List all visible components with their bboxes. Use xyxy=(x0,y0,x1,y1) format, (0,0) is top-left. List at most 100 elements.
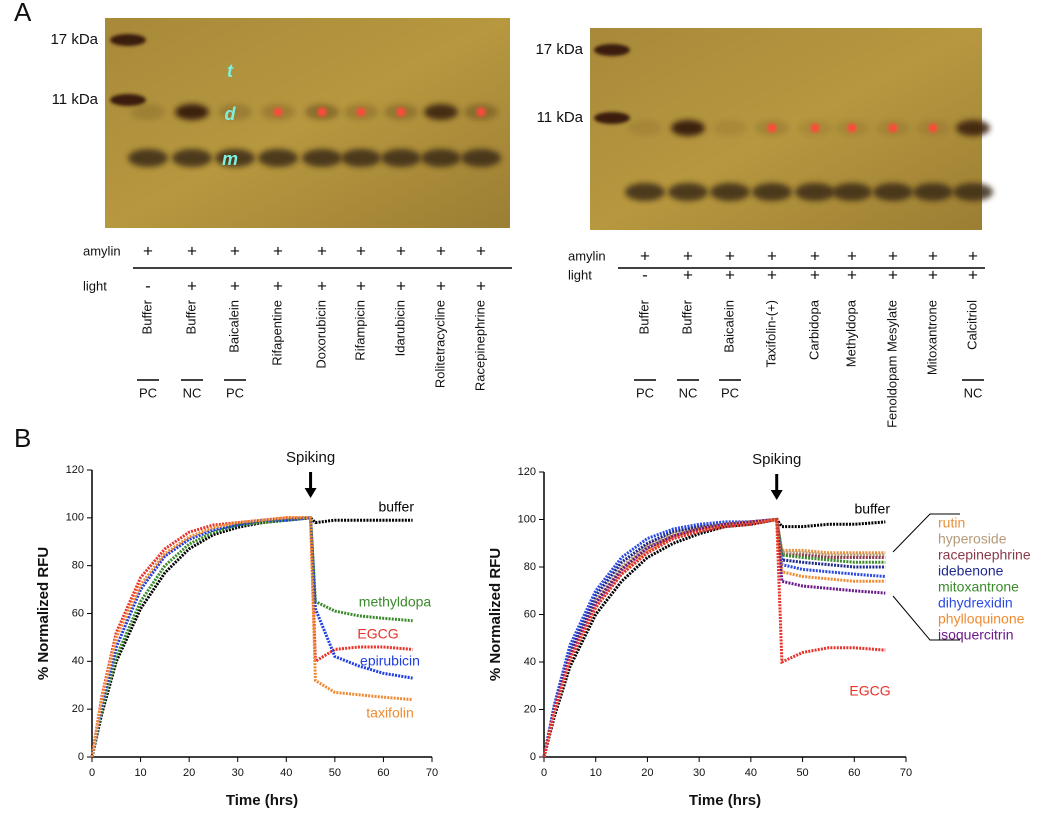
ladder-band xyxy=(594,112,630,124)
dimer-band xyxy=(671,120,705,136)
marker-label: 11 kDa xyxy=(537,109,584,126)
amylin-sign: + xyxy=(888,246,898,265)
series-label: taxifolin xyxy=(366,705,413,721)
series-label: methyldopa xyxy=(359,594,432,610)
y-tick-label: 20 xyxy=(524,703,536,715)
monomer-band xyxy=(461,149,501,167)
amylin-sign: + xyxy=(810,246,820,265)
lane-label: Buffer xyxy=(679,299,694,334)
series-line xyxy=(542,517,886,758)
light-sign: + xyxy=(476,276,486,295)
amylin-sign: + xyxy=(143,241,153,260)
lane-label: Buffer xyxy=(636,299,651,334)
y-tick-label: 60 xyxy=(524,608,536,620)
ladder-band xyxy=(594,44,630,56)
row-label: amylin xyxy=(83,243,121,258)
y-tick-label: 100 xyxy=(518,513,536,525)
lane-label: Rifapentine xyxy=(269,300,284,366)
band-label: m xyxy=(222,149,238,169)
series-label: dihydrexidin xyxy=(938,595,1013,611)
annotation: Spiking xyxy=(752,451,801,468)
control-label: NC xyxy=(183,385,202,400)
lane-label: Buffer xyxy=(183,299,198,334)
lane-label: Carbidopa xyxy=(806,299,821,360)
series-label: hyperoside xyxy=(938,531,1007,547)
series-label: epirubicin xyxy=(360,653,420,669)
x-tick-label: 60 xyxy=(848,767,860,779)
monomer-band xyxy=(302,149,342,167)
x-tick-label: 0 xyxy=(541,767,547,779)
x-tick-label: 0 xyxy=(89,767,95,779)
control-label: PC xyxy=(226,385,244,400)
control-label: PC xyxy=(636,385,654,400)
x-tick-label: 40 xyxy=(280,767,292,779)
amylin-sign: + xyxy=(640,246,650,265)
light-sign: - xyxy=(642,265,648,284)
lane-label: Idarubicin xyxy=(392,300,407,356)
series-label: racepinephrine xyxy=(938,547,1031,563)
series-label: EGCG xyxy=(849,683,890,699)
lane-label: Fenoldopam Mesylate xyxy=(884,300,899,428)
light-sign: - xyxy=(145,276,151,295)
x-axis-title: Time (hrs) xyxy=(689,792,761,809)
y-tick-label: 20 xyxy=(72,703,84,715)
dimer-band xyxy=(713,120,747,136)
y-axis-title: % Normalized RFU xyxy=(487,548,504,681)
lane-label: Doxorubicin xyxy=(313,300,328,369)
gel-image xyxy=(105,18,510,228)
light-sign: + xyxy=(230,276,240,295)
asterisk xyxy=(396,107,406,117)
ladder-band xyxy=(110,94,146,106)
y-tick-label: 120 xyxy=(66,464,84,476)
amylin-sign: + xyxy=(767,246,777,265)
light-sign: + xyxy=(968,265,978,284)
x-tick-label: 20 xyxy=(641,767,653,779)
series-line xyxy=(542,517,886,758)
lane-label: Methyldopa xyxy=(843,299,858,367)
series-label: mitoxantrone xyxy=(938,579,1019,595)
series-label: phylloquinone xyxy=(938,611,1025,627)
monomer-band xyxy=(381,149,421,167)
series-label: buffer xyxy=(378,499,414,515)
light-sign: + xyxy=(317,276,327,295)
series-line xyxy=(542,517,886,758)
y-tick-label: 0 xyxy=(530,751,536,763)
dimer-band xyxy=(956,120,990,136)
y-tick-label: 40 xyxy=(524,656,536,668)
y-tick-label: 80 xyxy=(524,561,536,573)
monomer-band xyxy=(625,183,665,201)
monomer-band xyxy=(873,183,913,201)
series-line xyxy=(542,517,886,758)
marker-label: 17 kDa xyxy=(50,31,98,48)
amylin-sign: + xyxy=(396,241,406,260)
bracket xyxy=(892,513,960,553)
row-label: amylin xyxy=(568,248,606,263)
light-sign: + xyxy=(928,265,938,284)
asterisk xyxy=(317,107,327,117)
asterisk xyxy=(847,123,857,133)
annotation-arrowhead xyxy=(770,490,783,500)
light-sign: + xyxy=(810,265,820,284)
asterisk xyxy=(273,107,283,117)
lane-label: Baicalein xyxy=(226,300,241,353)
lane-label: Rolitetracycline xyxy=(432,300,447,388)
light-sign: + xyxy=(356,276,366,295)
monomer-band xyxy=(752,183,792,201)
x-tick-label: 10 xyxy=(590,767,602,779)
annotation: Spiking xyxy=(286,449,335,466)
x-tick-label: 10 xyxy=(134,767,146,779)
series-label: rutin xyxy=(938,515,965,531)
amylin-sign: + xyxy=(187,241,197,260)
asterisk xyxy=(356,107,366,117)
amylin-sign: + xyxy=(928,246,938,265)
lane-label: Buffer xyxy=(139,299,154,334)
x-tick-label: 70 xyxy=(426,767,438,779)
panel-label: A xyxy=(14,0,32,27)
lane-label: Mitoxantrone xyxy=(924,300,939,375)
amylin-sign: + xyxy=(476,241,486,260)
amylin-sign: + xyxy=(683,246,693,265)
light-sign: + xyxy=(436,276,446,295)
x-tick-label: 50 xyxy=(796,767,808,779)
lane-label: Calcitriol xyxy=(964,300,979,350)
